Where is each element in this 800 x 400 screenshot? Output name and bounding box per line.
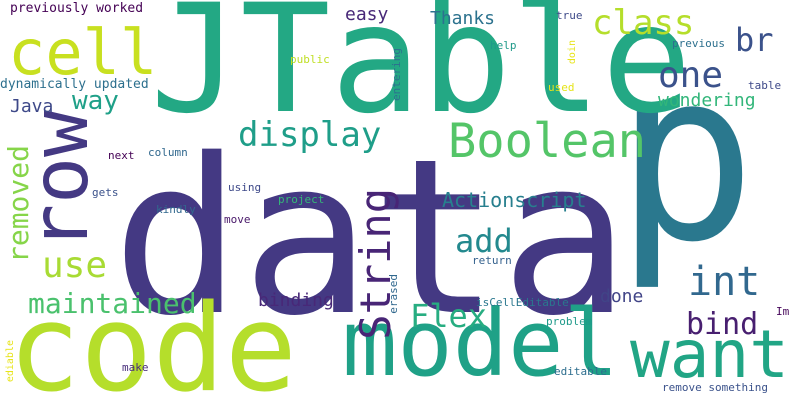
word: p [615,21,757,294]
word: data [112,112,630,363]
word: cell [8,16,158,89]
word: br [735,21,774,59]
word: public [290,53,330,66]
word: dynamically updated [0,77,149,92]
word: erased [387,274,400,314]
word: Thanks [430,8,496,29]
word: problem [546,315,593,328]
word: removed [2,145,35,264]
word: move [224,213,251,226]
word: want [630,316,789,393]
word: next [108,149,135,162]
word: doin [567,40,578,65]
word: one [658,55,724,96]
word: ediable [5,340,16,383]
word: binding [258,290,334,311]
word: done [600,286,644,307]
word: help [490,39,517,52]
word: Im [776,305,790,318]
word: code [8,280,297,400]
word: Flex [410,297,488,335]
word: previous [672,37,725,50]
word: table [748,79,782,92]
word: int [688,259,761,305]
word: true [556,9,583,22]
word: return [472,254,512,267]
word: maintained [28,287,197,320]
word: project [278,193,325,206]
word: JTable [150,0,692,147]
word: make [122,361,149,374]
word: way [72,86,119,116]
word: Boolean [448,114,647,169]
word: previously worked [10,1,144,16]
word: Java [10,96,54,117]
word: isCellEditable [476,296,569,309]
word: kindly [156,203,196,216]
word: Actionscript [442,188,587,212]
word: display [238,115,382,155]
word: add [455,222,513,260]
word: entering [390,48,403,101]
word: model [342,290,619,397]
word: column [148,146,188,159]
word: editable [554,365,607,378]
word: used [548,81,575,94]
word: String [351,188,400,340]
word: use [42,245,108,286]
word: bind [686,307,759,342]
word: class [592,3,695,43]
word: wondering [658,90,756,111]
word: using [228,181,262,194]
word: gets [92,186,119,199]
word: remove something [662,381,768,394]
word: easy [345,4,389,25]
